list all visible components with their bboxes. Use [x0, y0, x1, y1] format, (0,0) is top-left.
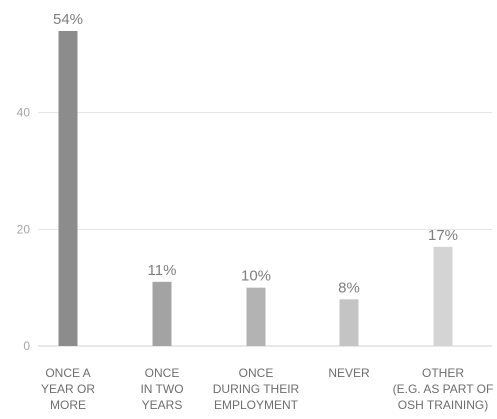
y-tick-label: 0 [23, 339, 30, 353]
data-label: 8% [338, 279, 360, 296]
bar [433, 246, 453, 346]
data-label: 17% [428, 227, 458, 244]
bar [152, 281, 172, 346]
category-label: YEARS [142, 398, 183, 412]
bar [339, 299, 359, 346]
category-label: YEAR OR [41, 382, 95, 396]
category-label: (E.G. AS PART OF [393, 382, 494, 396]
category-label: ONCE [239, 366, 274, 380]
data-label: 10% [241, 268, 271, 285]
y-tick-label: 40 [17, 106, 31, 120]
category-label: NEVER [328, 366, 370, 380]
bar [58, 31, 78, 346]
category-label: ONCE [145, 366, 180, 380]
category-label: IN TWO [140, 382, 183, 396]
category-label: ONCE A [45, 366, 90, 380]
category-label: EMPLOYMENT [214, 398, 299, 412]
label-layer: 0 20 40 54% ONCE A YEAR OR MORE 11% ONCE IN TWO YE… [17, 11, 494, 412]
bar-layer [58, 31, 453, 346]
y-tick-label: 20 [17, 222, 31, 236]
data-label: 54% [53, 11, 83, 28]
category-label: DURING THEIR [213, 382, 300, 396]
data-label: 11% [148, 262, 177, 279]
category-label: MORE [50, 398, 86, 412]
category-label: OTHER [422, 366, 464, 380]
category-label: OSH TRAINING) [398, 398, 488, 412]
bar [246, 287, 266, 346]
